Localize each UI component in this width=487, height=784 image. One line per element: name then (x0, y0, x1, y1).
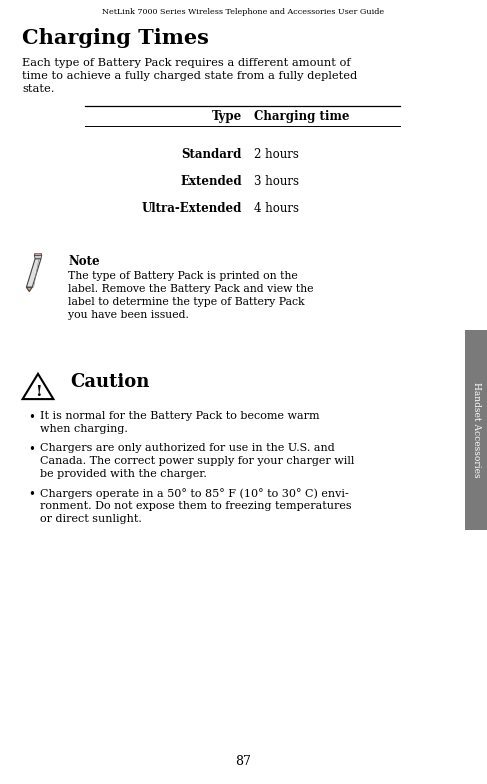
Text: !: ! (35, 385, 41, 399)
Text: Canada. The correct power supply for your charger will: Canada. The correct power supply for you… (40, 456, 355, 466)
Text: 2 hours: 2 hours (254, 148, 299, 161)
Text: label to determine the type of Battery Pack: label to determine the type of Battery P… (68, 297, 305, 307)
Text: label. Remove the Battery Pack and view the: label. Remove the Battery Pack and view … (68, 284, 314, 294)
Text: state.: state. (22, 84, 55, 94)
Text: ronment. Do not expose them to freezing temperatures: ronment. Do not expose them to freezing … (40, 501, 352, 511)
Text: you have been issued.: you have been issued. (68, 310, 189, 320)
Text: when charging.: when charging. (40, 424, 128, 434)
Text: The type of Battery Pack is printed on the: The type of Battery Pack is printed on t… (68, 271, 298, 281)
Text: •: • (28, 488, 35, 501)
Text: 4 hours: 4 hours (254, 202, 299, 215)
Text: time to achieve a fully charged state from a fully depleted: time to achieve a fully charged state fr… (22, 71, 357, 81)
Text: 87: 87 (235, 755, 251, 768)
Text: Each type of Battery Pack requires a different amount of: Each type of Battery Pack requires a dif… (22, 58, 351, 68)
Text: Note: Note (68, 255, 100, 268)
Text: •: • (28, 411, 35, 424)
Polygon shape (22, 374, 54, 399)
Text: be provided with the charger.: be provided with the charger. (40, 469, 207, 479)
Text: Standard: Standard (182, 148, 242, 161)
Text: Charging Times: Charging Times (22, 28, 209, 48)
Text: Extended: Extended (180, 175, 242, 188)
Text: or direct sunlight.: or direct sunlight. (40, 514, 142, 524)
FancyBboxPatch shape (465, 330, 487, 530)
Text: •: • (28, 443, 35, 456)
Text: Chargers are only authorized for use in the U.S. and: Chargers are only authorized for use in … (40, 443, 335, 453)
Text: Chargers operate in a 50° to 85° F (10° to 30° C) envi-: Chargers operate in a 50° to 85° F (10° … (40, 488, 349, 499)
Text: NetLink 7000 Series Wireless Telephone and Accessories User Guide: NetLink 7000 Series Wireless Telephone a… (102, 8, 384, 16)
Text: Ultra-Extended: Ultra-Extended (142, 202, 242, 215)
Text: Caution: Caution (70, 373, 150, 391)
Text: Type: Type (212, 110, 242, 123)
Text: 3 hours: 3 hours (254, 175, 299, 188)
Text: Handset Accessories: Handset Accessories (471, 382, 481, 477)
Text: It is normal for the Battery Pack to become warm: It is normal for the Battery Pack to bec… (40, 411, 319, 421)
Text: Charging time: Charging time (254, 110, 350, 123)
